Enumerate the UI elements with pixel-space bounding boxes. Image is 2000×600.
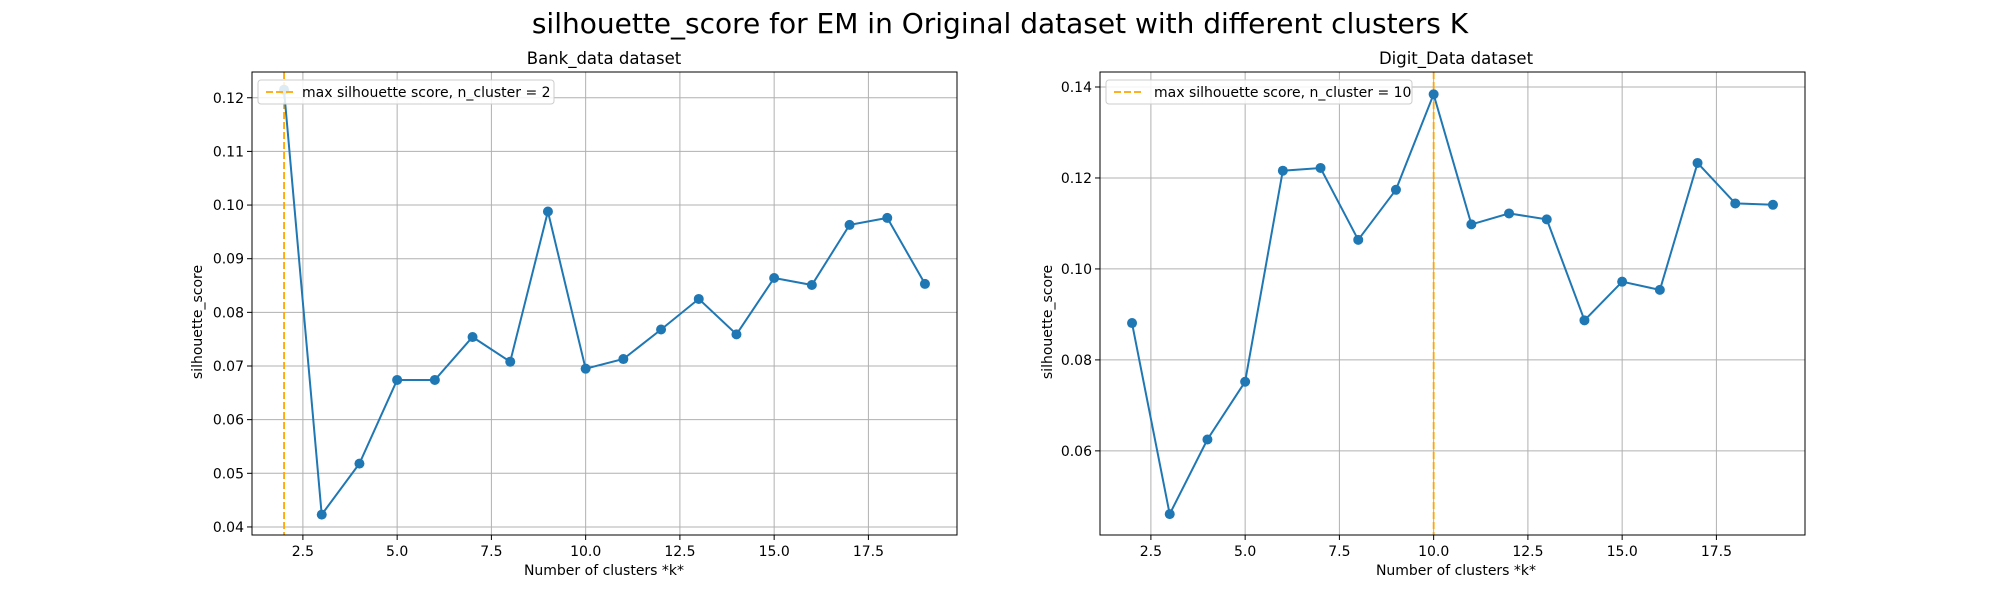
subplot-title: Digit_Data dataset bbox=[1379, 49, 1534, 69]
y-axis-label: silhouette_score bbox=[1040, 265, 1056, 379]
x-axis-label: Number of clusters *k* bbox=[524, 563, 684, 579]
y-tick-label: 0.04 bbox=[213, 520, 244, 536]
series-line bbox=[283, 89, 926, 518]
legend-label: max silhouette score, n_cluster = 2 bbox=[302, 85, 551, 101]
data-point bbox=[354, 458, 365, 469]
data-point bbox=[731, 329, 742, 340]
x-tick-label: 5.0 bbox=[1234, 544, 1256, 560]
data-point bbox=[1504, 208, 1515, 219]
legend-label: max silhouette score, n_cluster = 10 bbox=[1154, 85, 1411, 101]
x-tick-label: 2.5 bbox=[1140, 544, 1162, 560]
x-tick-label: 17.5 bbox=[1701, 544, 1732, 560]
x-tick-label: 2.5 bbox=[292, 544, 314, 560]
data-point bbox=[882, 212, 893, 223]
plot-area: 2.5 5.0 7.5 10.0 12.5 15.0 17.5 0.04 0.05 0.06 0.0… bbox=[213, 71, 958, 560]
y-tick-label: 0.09 bbox=[213, 252, 244, 268]
data-point bbox=[1315, 162, 1326, 173]
data-point bbox=[769, 273, 780, 284]
legend-box bbox=[257, 79, 555, 105]
x-tick-label: 7.5 bbox=[480, 544, 502, 560]
axes-frame bbox=[1099, 71, 1806, 536]
data-point bbox=[1541, 214, 1552, 225]
data-point bbox=[1767, 199, 1778, 210]
y-tick-label: 0.10 bbox=[213, 198, 244, 214]
digit-data-subplot: 2.5 5.0 7.5 10.0 12.5 15.0 17.5 0.06 0.08 0.10 0.1… bbox=[1040, 49, 1806, 579]
data-point bbox=[1654, 284, 1665, 295]
y-tick-label: 0.12 bbox=[213, 91, 244, 107]
y-tick-label: 0.14 bbox=[1061, 80, 1092, 96]
data-point bbox=[1353, 234, 1364, 245]
figure-suptitle: silhouette_score for EM in Original data… bbox=[532, 7, 1469, 40]
x-tick-label: 7.5 bbox=[1328, 544, 1350, 560]
y-tick-label: 0.08 bbox=[1061, 353, 1092, 369]
y-axis-label: silhouette_score bbox=[190, 265, 206, 379]
y-tick-label: 0.11 bbox=[213, 144, 244, 160]
x-tick-label: 10.0 bbox=[570, 544, 601, 560]
data-point bbox=[316, 509, 327, 520]
x-axis-label: Number of clusters *k* bbox=[1376, 563, 1536, 579]
y-tick-label: 0.10 bbox=[1061, 262, 1092, 278]
y-tick-label: 0.05 bbox=[213, 466, 244, 482]
data-point bbox=[1466, 219, 1477, 230]
data-point bbox=[542, 206, 553, 217]
y-tick-label: 0.07 bbox=[213, 359, 244, 375]
data-point bbox=[1127, 318, 1138, 329]
data-point bbox=[919, 278, 930, 289]
data-point bbox=[467, 332, 478, 343]
x-tick-label: 12.5 bbox=[664, 544, 695, 560]
x-tick-label: 15.0 bbox=[759, 544, 790, 560]
data-point bbox=[806, 279, 817, 290]
y-tick-label: 0.06 bbox=[1061, 444, 1092, 460]
bank-data-subplot: 2.5 5.0 7.5 10.0 12.5 15.0 17.5 0.04 0.05 0.06 0.0… bbox=[190, 49, 958, 579]
subplot-title: Bank_data dataset bbox=[527, 49, 682, 69]
legend-box bbox=[1105, 79, 1413, 105]
data-point bbox=[1240, 376, 1251, 387]
y-tick-label: 0.08 bbox=[213, 305, 244, 321]
data-point bbox=[844, 219, 855, 230]
data-point bbox=[1164, 509, 1175, 520]
data-point bbox=[1579, 315, 1590, 326]
data-point bbox=[1390, 184, 1401, 195]
x-tick-label: 17.5 bbox=[853, 544, 884, 560]
data-point bbox=[693, 293, 704, 304]
series-line bbox=[1131, 91, 1774, 518]
data-point bbox=[1730, 198, 1741, 209]
data-point bbox=[1617, 276, 1628, 287]
x-tick-label: 12.5 bbox=[1512, 544, 1543, 560]
data-point bbox=[656, 324, 667, 335]
data-point bbox=[1202, 434, 1213, 445]
data-point bbox=[580, 363, 591, 374]
data-point bbox=[1428, 89, 1439, 100]
plot-area: 2.5 5.0 7.5 10.0 12.5 15.0 17.5 0.06 0.08 0.10 0.1… bbox=[1061, 71, 1806, 560]
x-tick-label: 10.0 bbox=[1418, 544, 1449, 560]
data-point bbox=[429, 374, 440, 385]
data-point bbox=[392, 374, 403, 385]
data-point bbox=[505, 356, 516, 367]
axes-frame bbox=[251, 71, 958, 536]
x-tick-label: 15.0 bbox=[1607, 544, 1638, 560]
y-tick-label: 0.06 bbox=[213, 413, 244, 429]
x-tick-label: 5.0 bbox=[386, 544, 408, 560]
y-tick-label: 0.12 bbox=[1061, 171, 1092, 187]
data-point bbox=[1692, 157, 1703, 168]
data-point bbox=[1277, 165, 1288, 176]
data-point bbox=[618, 354, 629, 365]
